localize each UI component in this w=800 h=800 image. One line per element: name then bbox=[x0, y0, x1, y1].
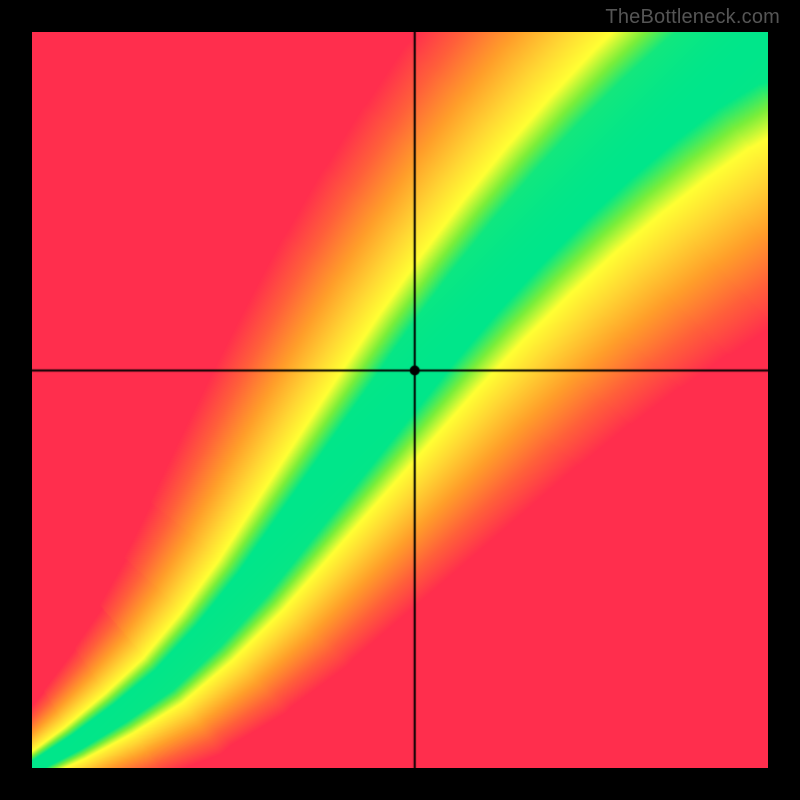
watermark-label: TheBottleneck.com bbox=[605, 6, 780, 29]
heatmap-canvas bbox=[32, 32, 768, 768]
heatmap-plot bbox=[32, 32, 768, 768]
chart-container: TheBottleneck.com bbox=[0, 0, 800, 800]
